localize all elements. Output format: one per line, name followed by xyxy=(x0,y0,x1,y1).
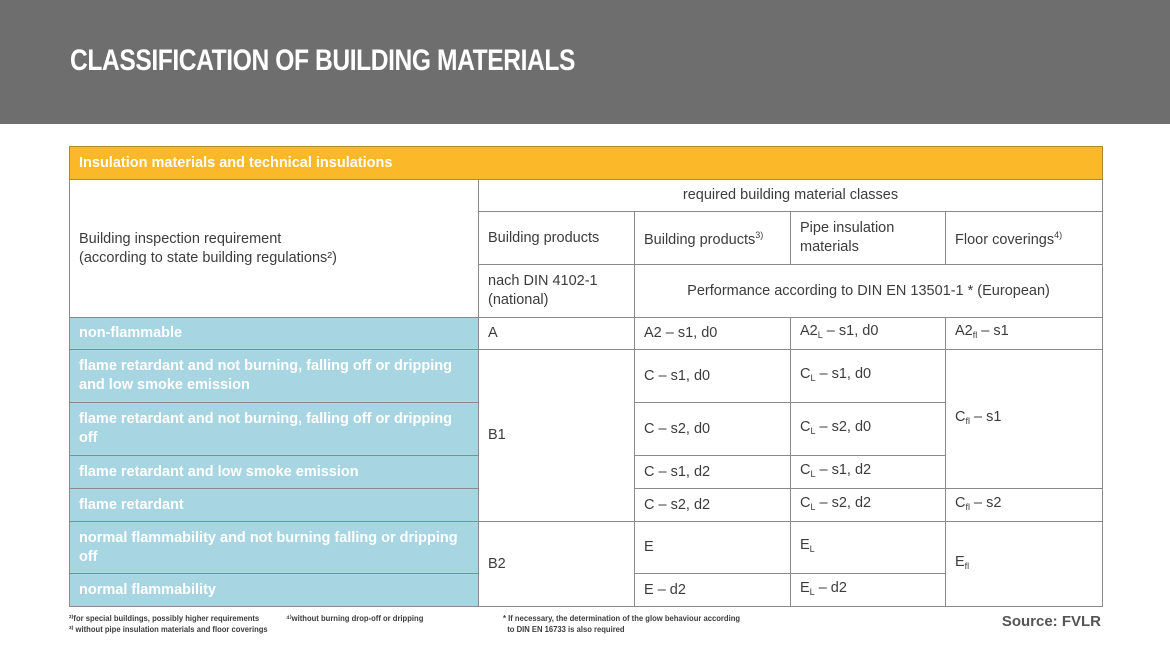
table-row: flame retardant and low smoke emission C… xyxy=(69,455,1103,489)
footnote-star: * If necessary, the determination of the… xyxy=(503,613,741,634)
classification-table: Insulation materials and technical insul… xyxy=(68,146,1104,607)
title-banner: CLASSIFICATION OF BUILDING MATERIALS xyxy=(0,0,1170,124)
table-row: normal flammability and not burning fall… xyxy=(69,521,1104,607)
european-standard: Performance according to DIN EN 13501-1 … xyxy=(633,264,1104,318)
table-row: flame retardant C – s2, d2 CL – s2, d2 C… xyxy=(69,488,1104,522)
table-row: flame retardant and not burning, falling… xyxy=(69,402,1103,456)
source-label: Source: FVLR xyxy=(1001,613,1101,630)
required-classes-header: required building material classes xyxy=(477,179,1104,212)
footnote-2-3: ²⁾for special buildings, possibly higher… xyxy=(69,613,268,634)
col-building-products-national: Building products xyxy=(478,211,635,265)
national-standard: nach DIN 4102-1 (national) xyxy=(478,264,635,318)
table-row: flame retardant and not burning, falling… xyxy=(69,349,1104,522)
table-row: non-flammable A A2 – s1, d0 A2L – s1, d0… xyxy=(69,317,1104,350)
requirement-header: Building inspection requirement (accordin… xyxy=(69,179,479,318)
footnote-4: ⁴⁾without burning drop-off or dripping xyxy=(286,613,424,623)
col-pipe-insulation: Pipe insulation materials xyxy=(790,211,946,265)
col-building-products-european: Building products3) xyxy=(634,211,791,265)
table-row: normal flammability E – d2 EL – d2 xyxy=(69,573,1103,607)
section-header: Insulation materials and technical insul… xyxy=(68,146,1104,180)
col-floor-coverings: Floor coverings4) xyxy=(944,211,1104,265)
page-title: CLASSIFICATION OF BUILDING MATERIALS xyxy=(70,44,576,77)
